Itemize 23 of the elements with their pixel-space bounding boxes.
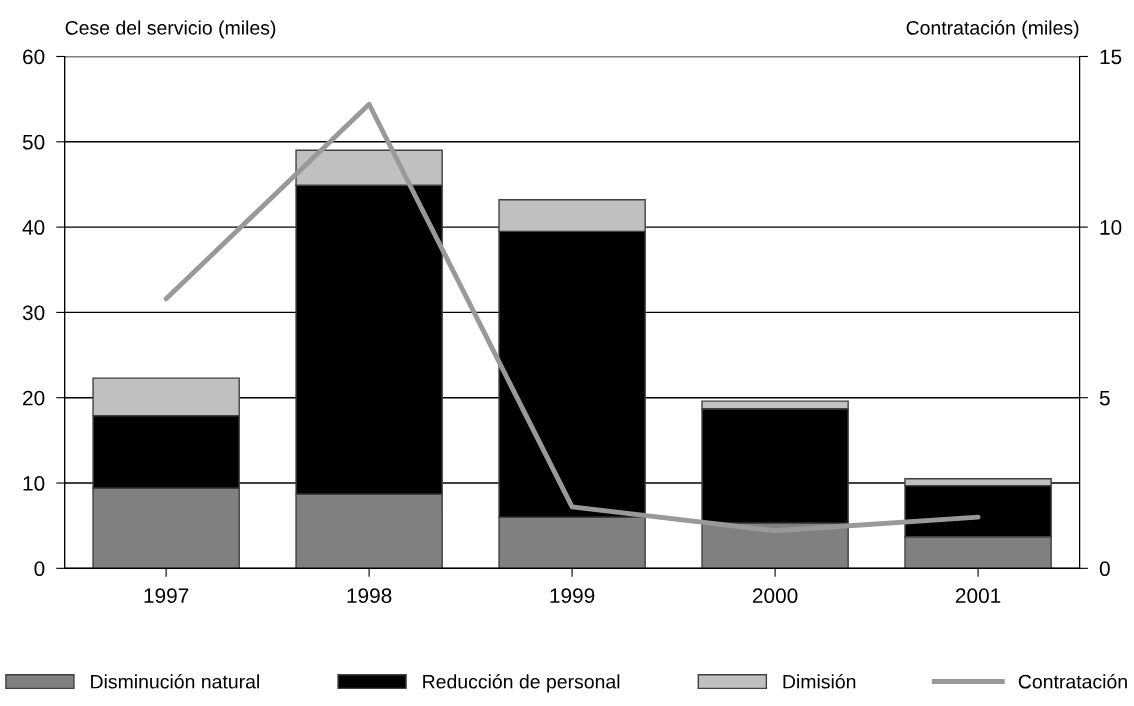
y-tick-label: 60 [23,49,45,65]
y-axis-title: Cese del servicio (miles) [65,20,276,39]
y2-tick-label: 10 [1100,220,1122,235]
y2-tick-label: 5 [1099,390,1110,406]
y-tick-label: 50 [22,134,45,150]
y-tick-label: 20 [23,390,45,406]
x-tick-label: 1997 [144,588,189,604]
y-tick-label: 10 [23,476,45,491]
line-series [163,101,981,534]
y-tick-label: 30 [22,305,45,321]
y-tick-label: 40 [22,220,45,235]
y2-tick-label: 0 [1099,561,1110,577]
legend-label: Contratación [1018,674,1127,689]
x-tick-label: 2001 [955,588,1001,604]
x-tick-label: 1999 [550,588,595,604]
x-tick-label: 2000 [752,588,798,604]
y2-tick-label: 15 [1100,49,1122,65]
legend-label: Dimisión [783,674,856,689]
y2-axis-title: Contratación (miles) [906,20,1079,39]
legend-label: Disminución natural [91,674,259,689]
x-tick-label: 1998 [347,588,392,604]
y-tick-label: 0 [34,561,45,577]
legend-label: Reducción de personal [423,674,620,693]
